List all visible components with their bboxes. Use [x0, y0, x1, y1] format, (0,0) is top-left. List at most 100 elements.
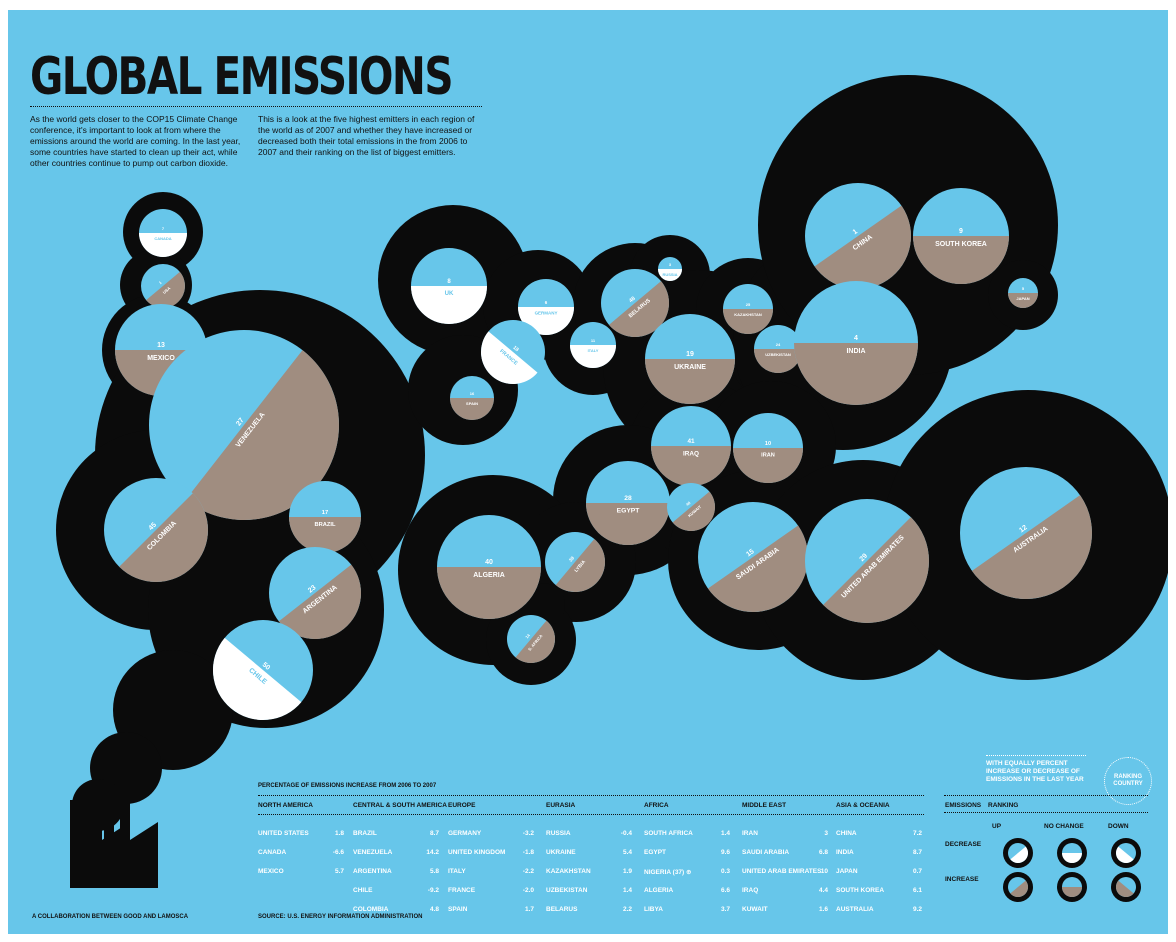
legend-rule: [986, 755, 1086, 756]
table-value-united-arab-emirates: 10: [820, 868, 828, 875]
table-country-nigeria-37: NIGERIA (37) ⊕: [644, 869, 692, 876]
table-value-ukraine: 5.4: [622, 849, 632, 856]
table-source: SOURCE: U.S. ENERGY INFORMATION ADMINIST…: [258, 914, 423, 920]
bubble-label-brazil: BRAZIL: [314, 522, 336, 528]
table-country-canada: CANADA: [258, 849, 287, 856]
table-value-japan: 0.7: [912, 868, 922, 875]
table-value-kuwait: 1.6: [818, 906, 828, 913]
table-value-kazakhstan: 1.9: [622, 868, 632, 875]
bubble-rank-ukraine: 19: [686, 351, 694, 358]
table-value-mexico: 5.7: [334, 868, 344, 875]
table-country-brazil: BRAZIL: [353, 830, 377, 837]
table-value-nigeria-37: 0.3: [720, 868, 730, 875]
key-col-no-change: NO CHANGE: [1044, 823, 1084, 830]
bubble-rank-australia: 12: [1018, 524, 1028, 534]
table-country-egypt: EGYPT: [644, 849, 667, 856]
bubble-rank-kuwait: 40: [685, 500, 692, 507]
table-country-united-kingdom: UNITED KINGDOM: [448, 849, 506, 856]
table-value-australia: 9.2: [912, 906, 922, 913]
bubble-fill-egypt: [586, 503, 670, 545]
bubble-iraq: 41 IRAQ: [651, 406, 731, 486]
table-value-libya: 3.7: [720, 906, 730, 913]
bubble-rank-spain: 16: [470, 391, 475, 396]
bubble-rank-saudi-arabia: 15: [745, 548, 755, 558]
bubble-label-uk: UK: [445, 290, 454, 297]
bubble-india: 4 INDIA: [794, 281, 918, 405]
table-value-germany: -3.2: [522, 830, 534, 837]
bubble-rank-france: 18: [511, 345, 519, 353]
bubble-rank-uk: 8: [447, 278, 451, 285]
bubble-fill-argentina: [278, 564, 361, 639]
bubble-fill-france: [481, 331, 538, 384]
table-header-north-america: NORTH AMERICA: [258, 802, 314, 809]
table-country-kuwait: KUWAIT: [742, 906, 768, 913]
bubble-rank-germany: 6: [545, 300, 548, 305]
bubble-label-south-korea: SOUTH KOREA: [935, 241, 987, 248]
bubble-fill-colombia: [119, 493, 208, 582]
bubble-south-korea: 9 SOUTH KOREA: [913, 188, 1009, 284]
table-value-argentina: 5.8: [429, 868, 439, 875]
credit: A COLLABORATION BETWEEN GOOD AND LAMOSCA: [32, 914, 189, 920]
table-value-algeria: 6.6: [720, 887, 730, 894]
bubble-iran: 10 IRAN: [733, 413, 803, 483]
bubble-label-uzbekistan: UZBEKISTAN: [765, 352, 791, 357]
bubble-egypt: 28 EGYPT: [586, 461, 670, 545]
bubble-rank-iran: 10: [765, 441, 771, 447]
bubble-japan: 5 JAPAN: [1008, 278, 1038, 308]
legend-ranking-circle: RANKING COUNTRY: [1104, 757, 1152, 805]
bubble-rank-south-korea: 9: [959, 228, 963, 235]
key-col-down: DOWN: [1108, 823, 1129, 830]
table-header-asia-oceania: ASIA & OCEANIA: [836, 802, 890, 809]
table-header-africa: AFRICA: [644, 802, 669, 809]
bubble-fill-south-korea: [913, 236, 1009, 284]
bubble-label-italy: ITALY: [588, 348, 599, 353]
bubble-rank-egypt: 28: [624, 495, 632, 502]
table-country-australia: AUSTRALIA: [836, 906, 874, 913]
emissions-table: NORTH AMERICA UNITED STATES 1.8 CANADA -6.6 M…: [258, 800, 928, 913]
table-country-venezuela: VENEZUELA: [353, 849, 393, 856]
bubble-uzbekistan: 24 UZBEKISTAN: [754, 325, 802, 373]
bubble-fill-iraq: [651, 446, 731, 486]
bubble-rank-brazil: 17: [322, 510, 328, 516]
table-caption: PERCENTAGE OF EMISSIONS INCREASE FROM 20…: [258, 783, 437, 789]
bubble-ukraine: 19 UKRAINE: [645, 314, 735, 404]
bubble-rank-belarus: 48: [628, 296, 637, 304]
table-country-south-korea: SOUTH KOREA: [836, 887, 885, 894]
table-header-europe: EUROPE: [448, 802, 476, 809]
factory-silhouette: [70, 758, 158, 888]
bubble-rank-canada: 7: [162, 226, 165, 231]
bubble-canada: 7 CANADA: [139, 209, 187, 257]
table-country-italy: ITALY: [448, 868, 466, 875]
table-value-belarus: 2.2: [622, 906, 632, 913]
bubble-label-ukraine: UKRAINE: [674, 364, 706, 371]
page-title: GLOBAL EMISSIONS: [30, 47, 454, 107]
bubble-fill-venezuela: [185, 350, 339, 520]
table-value-france: -2.0: [522, 887, 534, 894]
table-country-colombia: COLOMBIA: [353, 906, 389, 913]
table-value-iraq: 4.4: [818, 887, 828, 894]
bubble-fill-saudi-arabia: [707, 525, 808, 612]
table-value-canada: -6.6: [332, 849, 344, 856]
bubble-label-iraq: IRAQ: [683, 450, 699, 457]
table-country-mexico: MEXICO: [258, 868, 284, 875]
bubble-fill-ukraine: [645, 359, 735, 404]
bubble-fill-china: [814, 205, 911, 289]
table-country-spain: SPAIN: [448, 906, 468, 913]
table-country-united-states: UNITED STATES: [258, 830, 309, 837]
table-value-uzbekistan: 1.4: [622, 887, 632, 894]
bubble-fill-russia: [658, 269, 682, 281]
bubble-rank-algeria: 40: [485, 559, 493, 566]
bubble-fill-japan: [1008, 293, 1038, 308]
bubble-label-mexico: MEXICO: [147, 355, 175, 362]
bubble-fill-algeria: [437, 567, 541, 619]
table-value-russia: -0.4: [620, 830, 632, 837]
table-value-chile: -9.2: [427, 887, 439, 894]
